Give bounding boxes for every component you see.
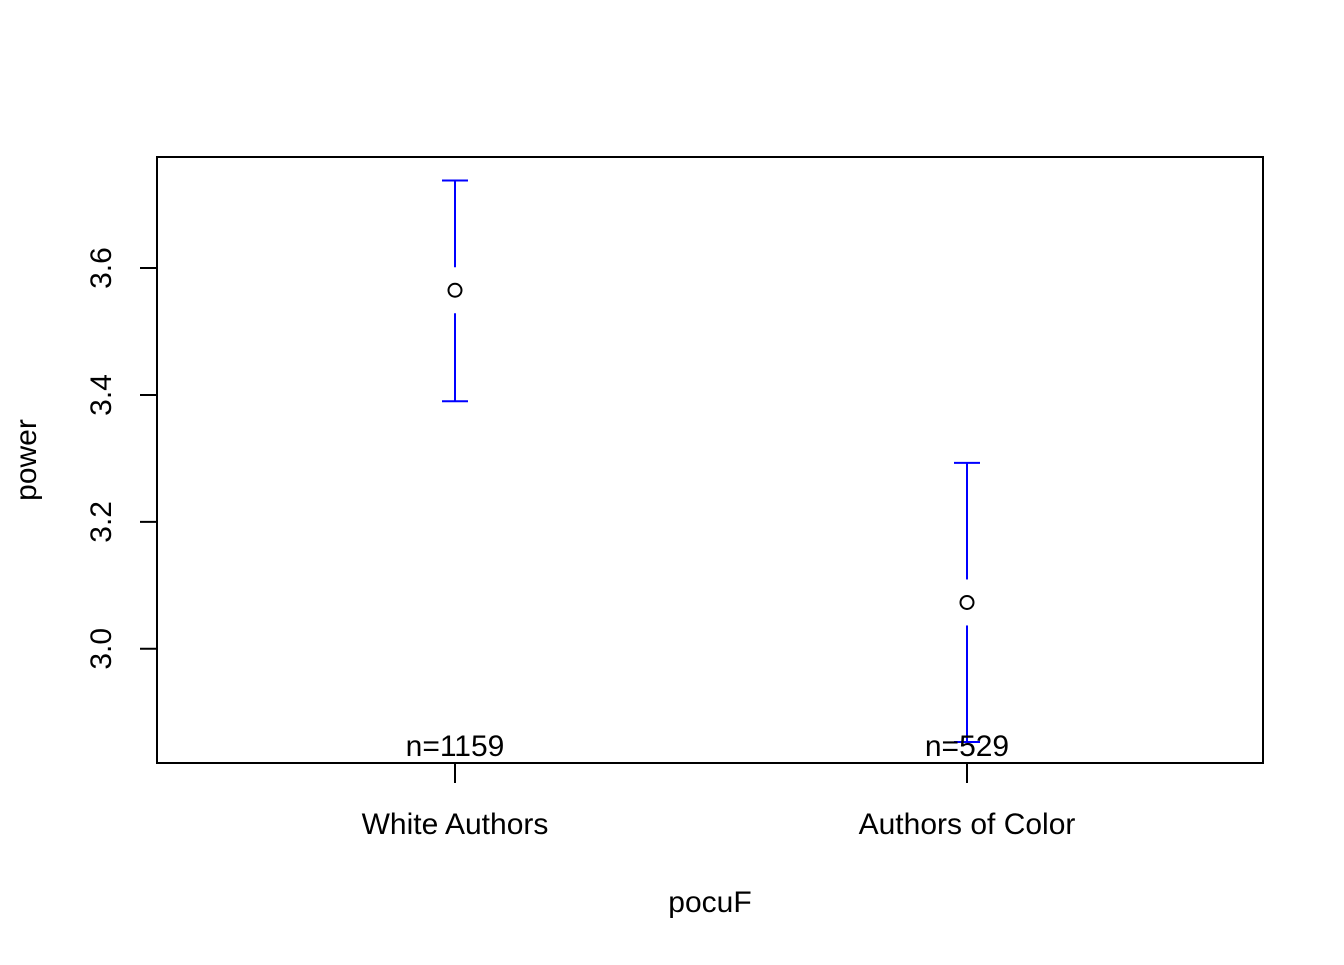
mean-point — [959, 594, 975, 610]
y-tick-label: 3.6 — [85, 247, 118, 289]
count-label: n=529 — [925, 730, 1009, 763]
x-tick-label: White Authors — [362, 808, 549, 841]
count-label: n=1159 — [406, 730, 505, 763]
y-tick-label: 3.4 — [85, 374, 118, 416]
x-tick-label: Authors of Color — [859, 808, 1076, 841]
x-axis: White Authors Authors of Color — [362, 762, 1076, 841]
y-tick-label: 3.2 — [85, 501, 118, 543]
x-axis-title: pocuF — [668, 886, 751, 919]
chart-marks: n=1159 n=529 — [406, 179, 1009, 763]
plot-frame — [156, 156, 1264, 764]
y-axis-title: power — [10, 419, 43, 501]
y-axis: 3.0 3.2 3.4 3.6 — [85, 247, 158, 670]
y-tick-label: 3.0 — [85, 628, 118, 670]
mean-point — [447, 282, 463, 298]
